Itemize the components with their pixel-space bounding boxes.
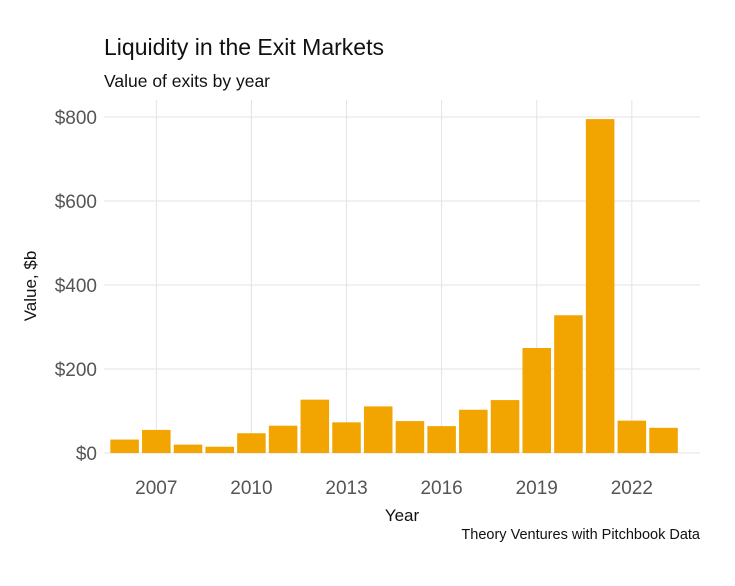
bar-2009	[205, 446, 234, 453]
bar-2017	[459, 409, 488, 453]
bar-2018	[490, 400, 520, 453]
bar-2006	[110, 439, 139, 453]
chart-subtitle: Value of exits by year	[104, 71, 271, 91]
x-axis-ticks: 2007 2010 2013 2016 2019 2022	[135, 478, 653, 499]
bar-2007	[142, 429, 171, 453]
y-tick-label: $800	[55, 108, 97, 129]
source-caption: Theory Ventures with Pitchbook Data	[461, 527, 700, 543]
y-tick-label: $200	[55, 360, 97, 381]
x-tick-label: 2010	[230, 478, 272, 499]
bar-2016	[427, 426, 456, 453]
x-tick-label: 2019	[516, 478, 558, 499]
bar-2019	[522, 348, 551, 453]
y-axis-ticks: $0 $200 $400 $600 $800	[55, 108, 97, 465]
bar-2020	[554, 315, 583, 453]
bar-2021	[585, 119, 615, 453]
y-tick-label: $400	[55, 276, 97, 297]
bars	[110, 119, 678, 453]
bar-2015	[395, 421, 425, 453]
y-axis-title: Value, $b	[21, 251, 40, 322]
bar-2013	[332, 422, 361, 453]
x-tick-label: 2016	[420, 478, 462, 499]
x-axis-title: Year	[385, 506, 420, 525]
bar-2012	[300, 399, 330, 453]
x-tick-label: 2022	[611, 478, 653, 499]
bar-2011	[268, 425, 298, 453]
y-tick-label: $600	[55, 192, 97, 213]
y-tick-label: $0	[76, 444, 97, 465]
x-tick-label: 2013	[325, 478, 367, 499]
bar-2010	[237, 433, 266, 453]
chart-title: Liquidity in the Exit Markets	[104, 34, 384, 60]
x-tick-label: 2007	[135, 478, 177, 499]
bar-2014	[363, 406, 393, 453]
bar-2022	[617, 420, 647, 453]
bar-2008	[173, 444, 203, 453]
bar-2023	[649, 427, 678, 453]
